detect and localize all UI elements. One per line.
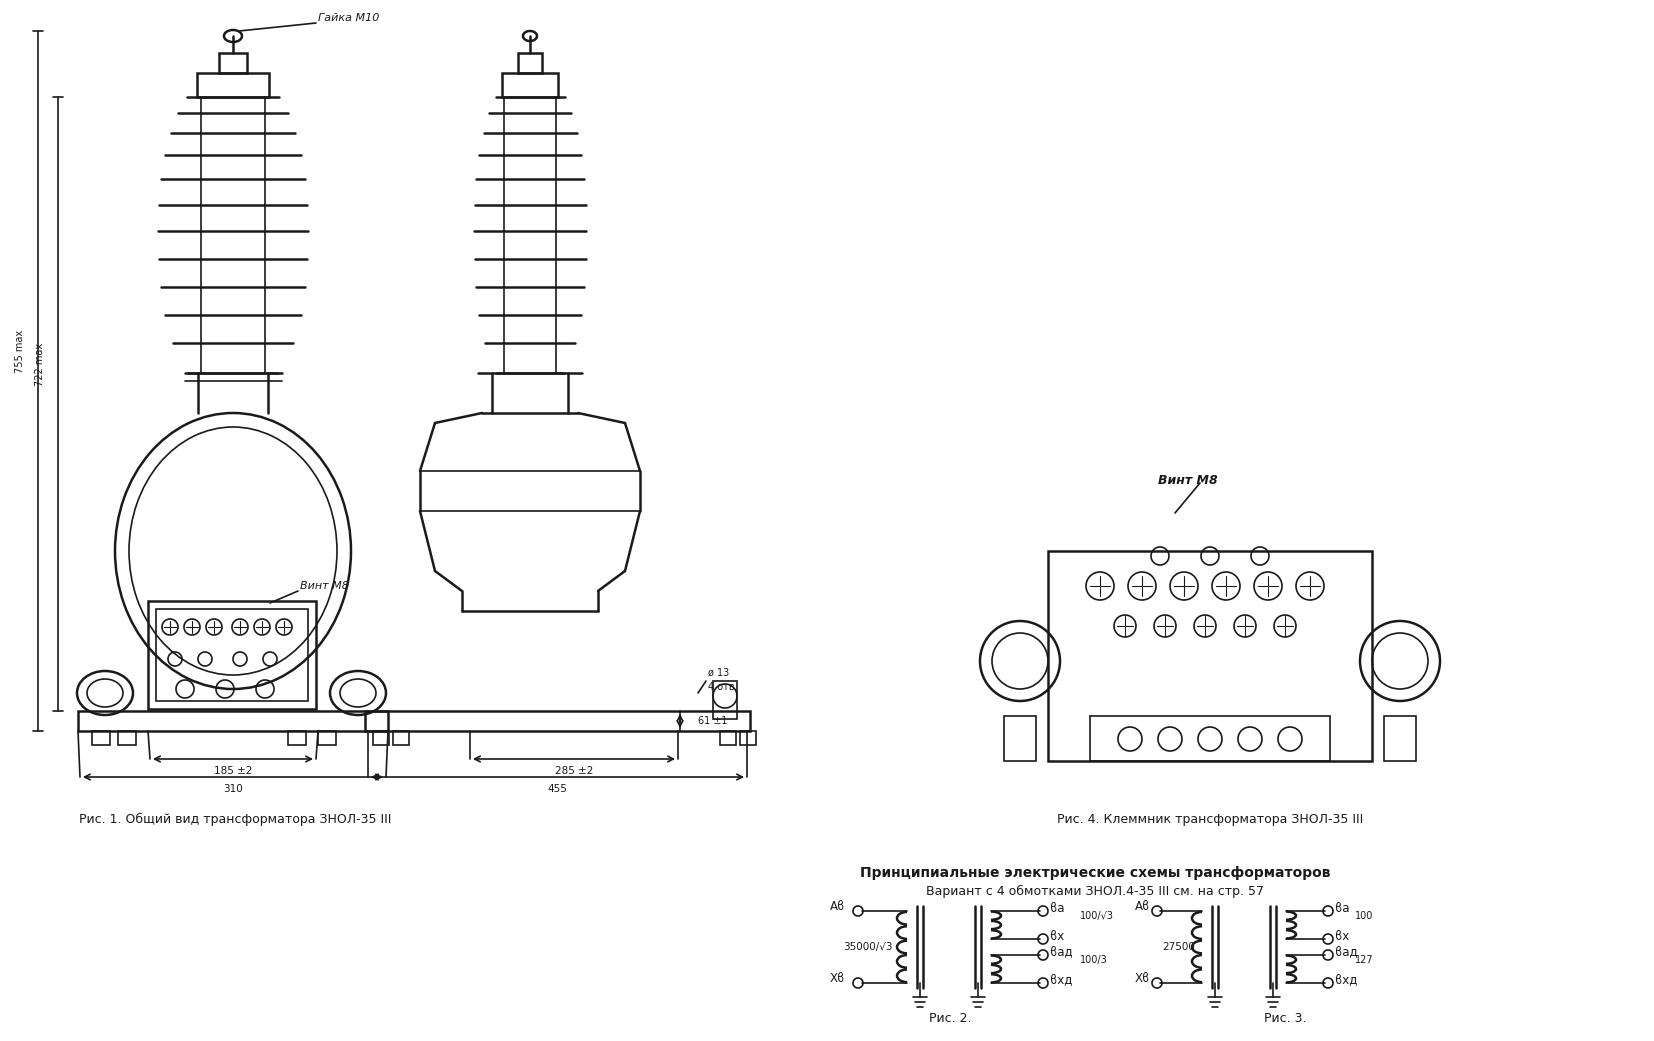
Text: Аϐ: Аϐ — [1135, 899, 1150, 913]
Text: Аϐ: Аϐ — [830, 899, 845, 913]
Bar — [93, 731, 111, 745]
Bar — [1384, 716, 1416, 761]
Text: 755 max: 755 max — [15, 329, 25, 373]
Text: 127: 127 — [1355, 955, 1373, 965]
Text: ϐx: ϐx — [1050, 930, 1064, 942]
Text: 185 ±2: 185 ±2 — [213, 766, 251, 776]
Text: 27500: 27500 — [1163, 942, 1194, 953]
Text: ϐа: ϐа — [1335, 902, 1350, 914]
Text: Рис. 4. Клеммник трансформатора ЗНОЛ-35 III: Рис. 4. Клеммник трансформатора ЗНОЛ-35 … — [1057, 812, 1363, 826]
Text: Хϐ: Хϐ — [1135, 971, 1150, 985]
Text: 100/√3: 100/√3 — [1080, 911, 1115, 921]
Text: 310: 310 — [223, 784, 243, 794]
Text: Винт М8: Винт М8 — [1158, 475, 1217, 487]
Bar — [713, 681, 738, 719]
Bar — [366, 711, 749, 731]
Bar — [503, 73, 557, 97]
Text: ϐxд: ϐxд — [1335, 973, 1358, 987]
Bar — [78, 711, 389, 731]
Text: 100/3: 100/3 — [1080, 955, 1108, 965]
Bar — [1004, 716, 1035, 761]
Text: 61 ±1: 61 ±1 — [698, 716, 728, 726]
Bar — [518, 53, 543, 73]
Text: Гайка М10: Гайка М10 — [318, 12, 379, 23]
Text: Рис. 2.: Рис. 2. — [930, 1013, 971, 1025]
Text: Рис. 1. Общий вид трансформатора ЗНОЛ-35 III: Рис. 1. Общий вид трансформатора ЗНОЛ-35… — [79, 812, 392, 826]
Bar — [318, 731, 336, 745]
Text: Принципиальные электрические схемы трансформаторов: Принципиальные электрические схемы транс… — [860, 866, 1330, 880]
Text: ϐа: ϐа — [1050, 902, 1065, 914]
Text: ϐад: ϐад — [1050, 945, 1073, 959]
Bar — [218, 53, 246, 73]
Bar — [155, 609, 308, 701]
Text: 35000/√3: 35000/√3 — [844, 942, 893, 953]
Text: Рис. 3.: Рис. 3. — [1264, 1013, 1307, 1025]
Text: Винт М8: Винт М8 — [299, 581, 349, 591]
Bar — [719, 731, 736, 745]
Text: 455: 455 — [547, 784, 567, 794]
Text: 100: 100 — [1355, 911, 1373, 921]
Bar — [1049, 551, 1373, 761]
Bar — [288, 731, 306, 745]
Text: 285 ±2: 285 ±2 — [554, 766, 594, 776]
Bar — [1090, 716, 1330, 761]
Text: ϐад: ϐад — [1335, 945, 1358, 959]
Text: ϐx: ϐx — [1335, 930, 1350, 942]
Text: ϐxд: ϐxд — [1050, 973, 1072, 987]
Text: 722 max: 722 max — [35, 342, 45, 385]
Bar — [374, 731, 389, 745]
Text: Вариант с 4 обмотками ЗНОЛ.4-35 III см. на стр. 57: Вариант с 4 обмотками ЗНОЛ.4-35 III см. … — [926, 885, 1264, 897]
Bar — [147, 601, 316, 709]
Bar — [197, 73, 270, 97]
Bar — [394, 731, 409, 745]
Bar — [739, 731, 756, 745]
Text: Хϐ: Хϐ — [830, 971, 845, 985]
Text: 4 отв: 4 отв — [708, 682, 734, 692]
Bar — [117, 731, 136, 745]
Text: ø 13: ø 13 — [708, 668, 729, 678]
